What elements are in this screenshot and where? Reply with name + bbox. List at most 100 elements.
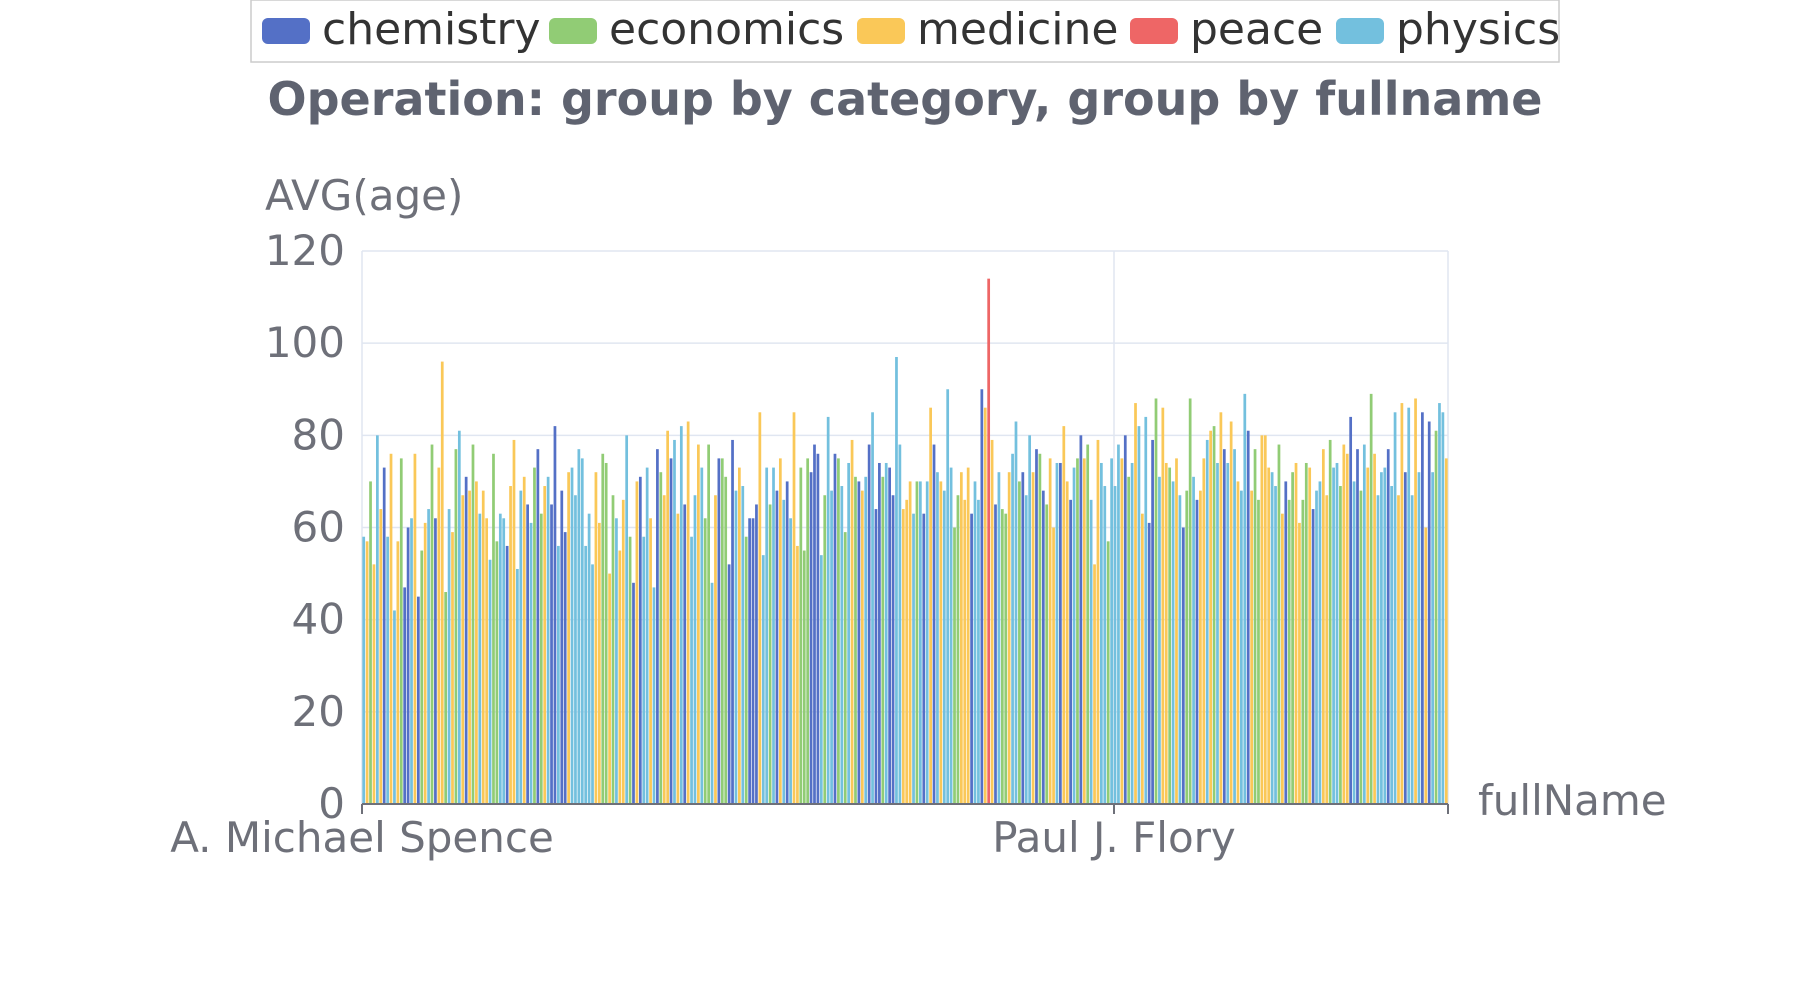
legend-label-economics: economics — [609, 4, 844, 55]
bar — [973, 481, 977, 804]
bar — [485, 518, 489, 804]
bar — [761, 555, 765, 804]
bar — [570, 467, 574, 804]
gridlines — [361, 250, 1449, 804]
bar — [1185, 490, 1189, 804]
bar — [925, 481, 929, 804]
bar — [741, 486, 745, 804]
bar — [1065, 481, 1069, 804]
bar — [475, 481, 478, 804]
bar — [1291, 472, 1294, 804]
bar — [1373, 453, 1376, 804]
bar — [1400, 403, 1404, 804]
legend-item-chemistry[interactable]: chemistry — [262, 4, 541, 55]
bar — [1212, 426, 1216, 804]
bar — [895, 356, 898, 804]
bar — [580, 458, 584, 805]
bar — [905, 499, 909, 804]
bar — [1052, 527, 1055, 804]
bar — [1199, 490, 1202, 804]
bar — [956, 495, 960, 804]
bar — [621, 499, 625, 804]
bar — [843, 532, 847, 804]
bar — [785, 481, 789, 804]
bar — [1386, 449, 1390, 804]
bar — [802, 550, 806, 804]
legend-item-physics[interactable]: physics — [1336, 4, 1560, 55]
bar — [1226, 462, 1230, 804]
bar — [1127, 476, 1131, 804]
bar — [1304, 462, 1308, 804]
bar — [1267, 467, 1271, 804]
bar — [676, 513, 680, 804]
legend-item-peace[interactable]: peace — [1130, 4, 1323, 55]
bar — [1076, 458, 1079, 805]
bar — [1164, 462, 1168, 804]
bar — [830, 490, 833, 804]
bar — [1414, 398, 1417, 804]
bar — [1007, 472, 1011, 804]
bar — [901, 509, 905, 804]
bar — [1100, 462, 1103, 804]
bar — [1352, 481, 1356, 804]
bar — [1171, 481, 1175, 804]
bar — [1284, 481, 1288, 804]
y-tick-label: 40 — [292, 595, 345, 644]
bar — [932, 444, 936, 804]
bar — [649, 518, 652, 804]
legend-label-chemistry: chemistry — [322, 4, 541, 55]
bar — [430, 444, 434, 804]
bar — [1110, 458, 1113, 805]
bar — [1021, 472, 1025, 804]
bar — [372, 564, 376, 804]
bar — [516, 568, 519, 804]
bar — [642, 536, 646, 804]
legend-item-economics[interactable]: economics — [549, 4, 844, 55]
legend-item-medicine[interactable]: medicine — [857, 4, 1118, 55]
bar — [826, 416, 830, 804]
bar — [362, 536, 366, 804]
bar — [1144, 416, 1148, 804]
bar — [1274, 486, 1277, 804]
bar — [857, 481, 861, 804]
bar — [1140, 513, 1144, 804]
bar — [1048, 458, 1052, 805]
bar — [1120, 458, 1124, 805]
bar — [440, 361, 444, 804]
bar — [410, 518, 413, 804]
bar — [1096, 439, 1100, 804]
bar — [816, 453, 820, 804]
bar — [1359, 490, 1363, 804]
bar — [847, 462, 851, 804]
bar — [659, 472, 663, 804]
bar — [413, 453, 417, 804]
bar — [1188, 398, 1192, 804]
bar — [734, 490, 738, 804]
bar — [1332, 467, 1335, 804]
bar — [809, 472, 813, 804]
bar — [1427, 421, 1431, 804]
bar — [1441, 412, 1445, 804]
bar — [519, 490, 523, 804]
bar — [983, 407, 987, 804]
bar — [693, 495, 697, 804]
bar — [628, 536, 632, 804]
bar — [939, 481, 943, 804]
bar — [632, 582, 635, 804]
legend[interactable]: chemistry economics medicine peace physics — [250, 0, 1560, 63]
bar — [1253, 449, 1257, 804]
bar — [563, 532, 567, 804]
bar — [587, 513, 591, 804]
bar — [919, 481, 922, 804]
bar — [1434, 430, 1438, 804]
legend-swatch-peace — [1130, 18, 1178, 44]
bar — [1383, 467, 1387, 804]
bar — [782, 499, 786, 804]
bar — [1055, 462, 1059, 804]
bar — [1175, 458, 1178, 805]
bar — [690, 536, 693, 804]
bar — [1161, 407, 1165, 804]
bar — [768, 504, 772, 804]
bar — [1219, 412, 1223, 804]
bar — [1137, 426, 1141, 804]
